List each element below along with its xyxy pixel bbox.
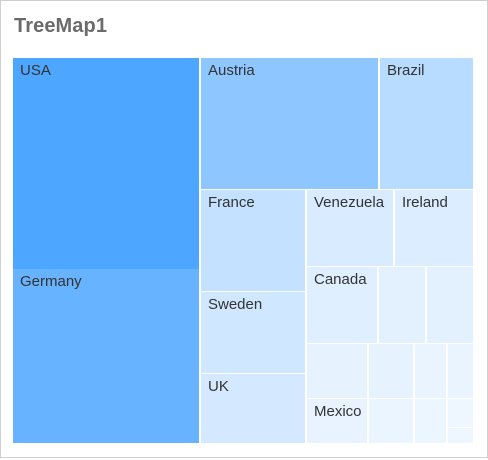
treemap-tile-rect[interactable] [369,344,413,398]
treemap-tile-usa[interactable]: USA [13,58,199,269]
treemap-tile-uk[interactable]: UK [201,374,305,443]
treemap-tile-label: Canada [314,271,367,288]
treemap-tile-unlabeled-12[interactable] [307,344,367,398]
treemap-tile-unlabeled-10[interactable] [379,267,425,343]
treemap-tile-unlabeled-20[interactable] [448,428,473,443]
treemap-tile-mexico[interactable]: Mexico [307,399,367,443]
treemap-tile-ireland[interactable]: Ireland [395,190,473,266]
treemap-tile-rect[interactable] [415,399,446,443]
treemap-tile-label: Brazil [387,62,425,79]
treemap-tile-unlabeled-11[interactable] [427,267,473,343]
treemap-tile-label: USA [20,62,51,79]
treemap-tile-austria[interactable]: Austria [201,58,378,189]
treemap-tile-rect[interactable] [448,399,473,427]
treemap-tile-unlabeled-19[interactable] [448,399,473,427]
treemap-tile-rect[interactable] [379,267,425,343]
treemap-tile-label: Germany [20,273,82,290]
treemap-tile-label: France [208,194,255,211]
treemap-tile-brazil[interactable]: Brazil [380,58,473,189]
treemap-tile-label: Ireland [402,194,448,211]
treemap-tile-label: Sweden [208,296,262,313]
treemap-tile-rect[interactable] [369,399,413,443]
treemap-tile-germany[interactable]: Germany [13,269,199,443]
treemap-tile-label: Austria [208,62,255,79]
treemap-tile-rect[interactable] [307,344,367,398]
treemap-tile-unlabeled-17[interactable] [369,399,413,443]
treemap-tile-label: Mexico [314,403,362,420]
treemap-tile-rect[interactable] [448,428,473,443]
treemap-tile-rect[interactable] [415,344,446,398]
treemap-tile-rect[interactable] [13,269,199,443]
treemap-tile-label: Venezuela [314,194,385,211]
treemap-tile-unlabeled-18[interactable] [415,399,446,443]
treemap-tile-sweden[interactable]: Sweden [201,292,305,373]
treemap-tile-unlabeled-14[interactable] [415,344,446,398]
treemap-tile-venezuela[interactable]: Venezuela [307,190,393,266]
treemap-tile-label: UK [208,378,229,395]
treemap-tile-unlabeled-13[interactable] [369,344,413,398]
treemap-tile-canada[interactable]: Canada [307,267,377,343]
treemap-tile-rect[interactable] [427,267,473,343]
treemap-tile-rect[interactable] [448,344,473,398]
treemap-tile-france[interactable]: France [201,190,305,291]
treemap-tile-rect[interactable] [13,58,199,269]
treemap-tile-unlabeled-15[interactable] [448,344,473,398]
